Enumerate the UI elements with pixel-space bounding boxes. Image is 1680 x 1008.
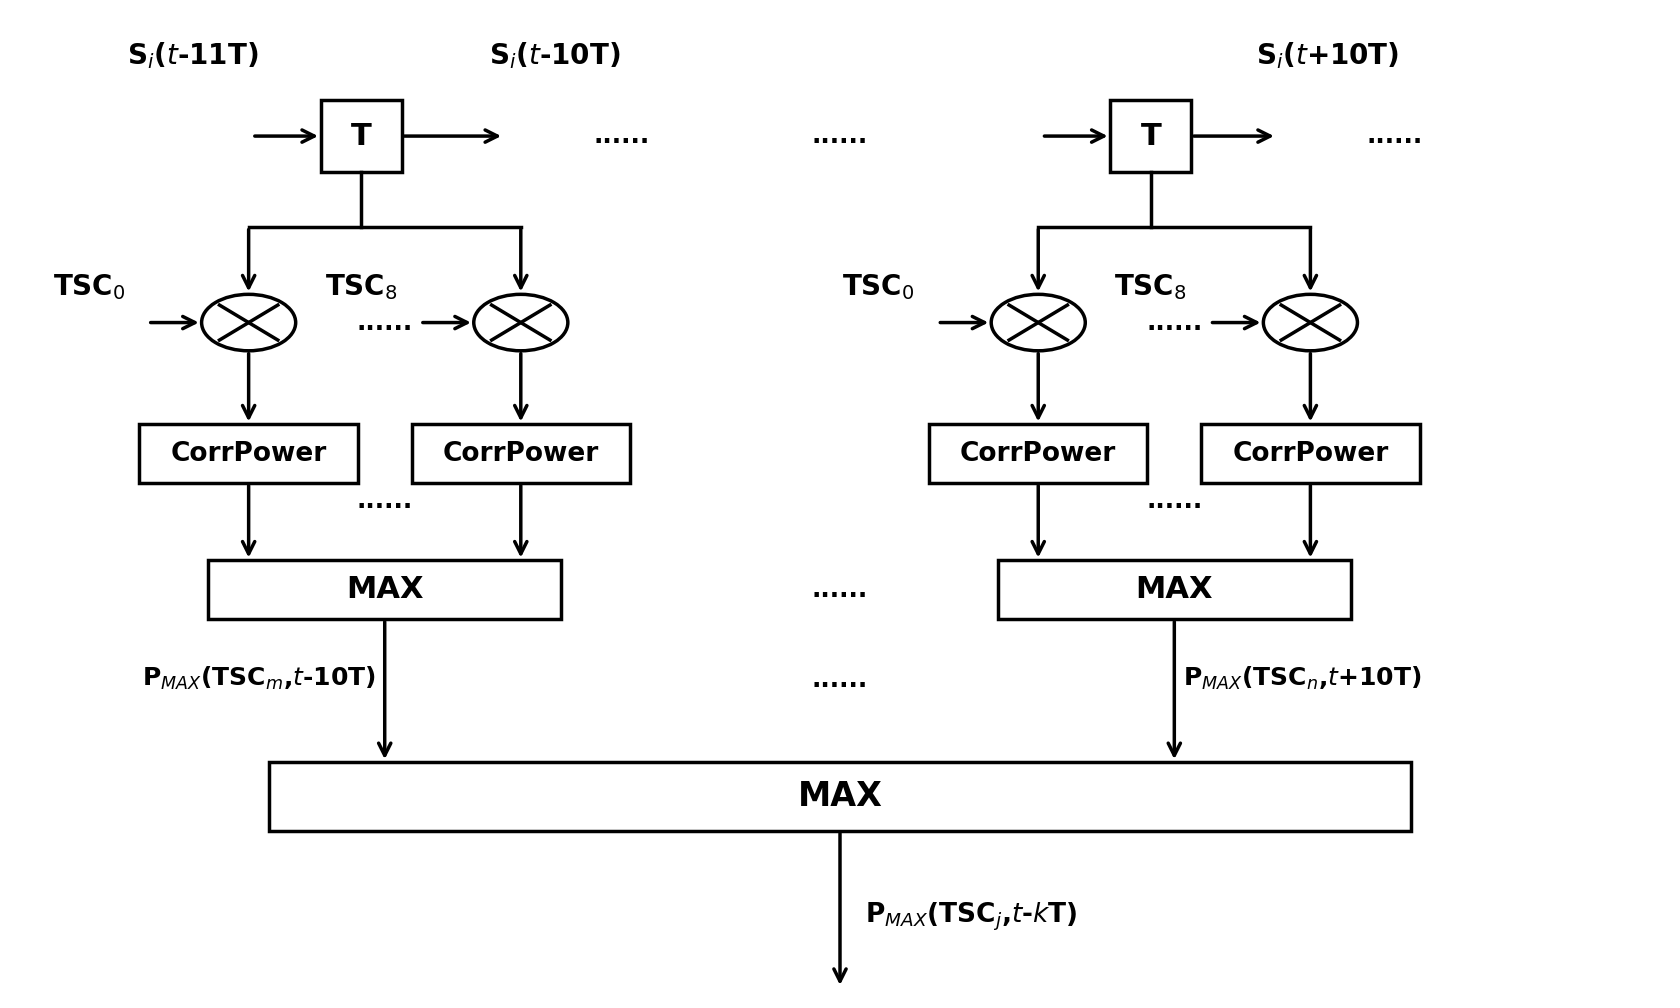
- Text: ......: ......: [811, 578, 869, 602]
- Circle shape: [991, 294, 1085, 351]
- Text: T: T: [351, 122, 371, 150]
- Text: ......: ......: [811, 668, 869, 692]
- Text: TSC$_0$: TSC$_0$: [52, 272, 126, 302]
- FancyBboxPatch shape: [1110, 100, 1191, 172]
- Text: ......: ......: [593, 124, 650, 148]
- FancyBboxPatch shape: [929, 424, 1147, 483]
- Text: P$_{MAX}$(TSC$_m$,$t$-10T): P$_{MAX}$(TSC$_m$,$t$-10T): [143, 665, 376, 691]
- Text: ......: ......: [356, 310, 413, 335]
- Text: S$_i$($t$-11T): S$_i$($t$-11T): [128, 40, 259, 71]
- Text: ......: ......: [1146, 310, 1203, 335]
- FancyBboxPatch shape: [208, 560, 561, 619]
- Text: T: T: [1141, 122, 1161, 150]
- Text: S$_i$($t$-10T): S$_i$($t$-10T): [489, 40, 620, 71]
- Text: TSC$_8$: TSC$_8$: [324, 272, 398, 302]
- Circle shape: [474, 294, 568, 351]
- Text: TSC$_8$: TSC$_8$: [1114, 272, 1188, 302]
- Text: CorrPower: CorrPower: [959, 440, 1117, 467]
- Text: MAX: MAX: [1136, 576, 1213, 604]
- Text: P$_{MAX}$(TSC$_j$,$t$-$k$T): P$_{MAX}$(TSC$_j$,$t$-$k$T): [865, 901, 1077, 933]
- Circle shape: [202, 294, 296, 351]
- Text: ......: ......: [356, 489, 413, 513]
- FancyBboxPatch shape: [412, 424, 630, 483]
- Text: MAX: MAX: [798, 780, 882, 812]
- Text: ......: ......: [1146, 489, 1203, 513]
- Text: CorrPower: CorrPower: [1231, 440, 1389, 467]
- Text: TSC$_0$: TSC$_0$: [842, 272, 916, 302]
- FancyBboxPatch shape: [321, 100, 402, 172]
- Circle shape: [1263, 294, 1357, 351]
- Text: ......: ......: [811, 124, 869, 148]
- Text: CorrPower: CorrPower: [170, 440, 328, 467]
- Text: ......: ......: [1366, 124, 1423, 148]
- FancyBboxPatch shape: [139, 424, 358, 483]
- Text: CorrPower: CorrPower: [442, 440, 600, 467]
- FancyBboxPatch shape: [998, 560, 1351, 619]
- Text: MAX: MAX: [346, 576, 423, 604]
- FancyBboxPatch shape: [1201, 424, 1420, 483]
- Text: P$_{MAX}$(TSC$_n$,$t$+10T): P$_{MAX}$(TSC$_n$,$t$+10T): [1183, 665, 1421, 691]
- FancyBboxPatch shape: [269, 762, 1411, 831]
- Text: S$_i$($t$+10T): S$_i$($t$+10T): [1255, 40, 1399, 71]
